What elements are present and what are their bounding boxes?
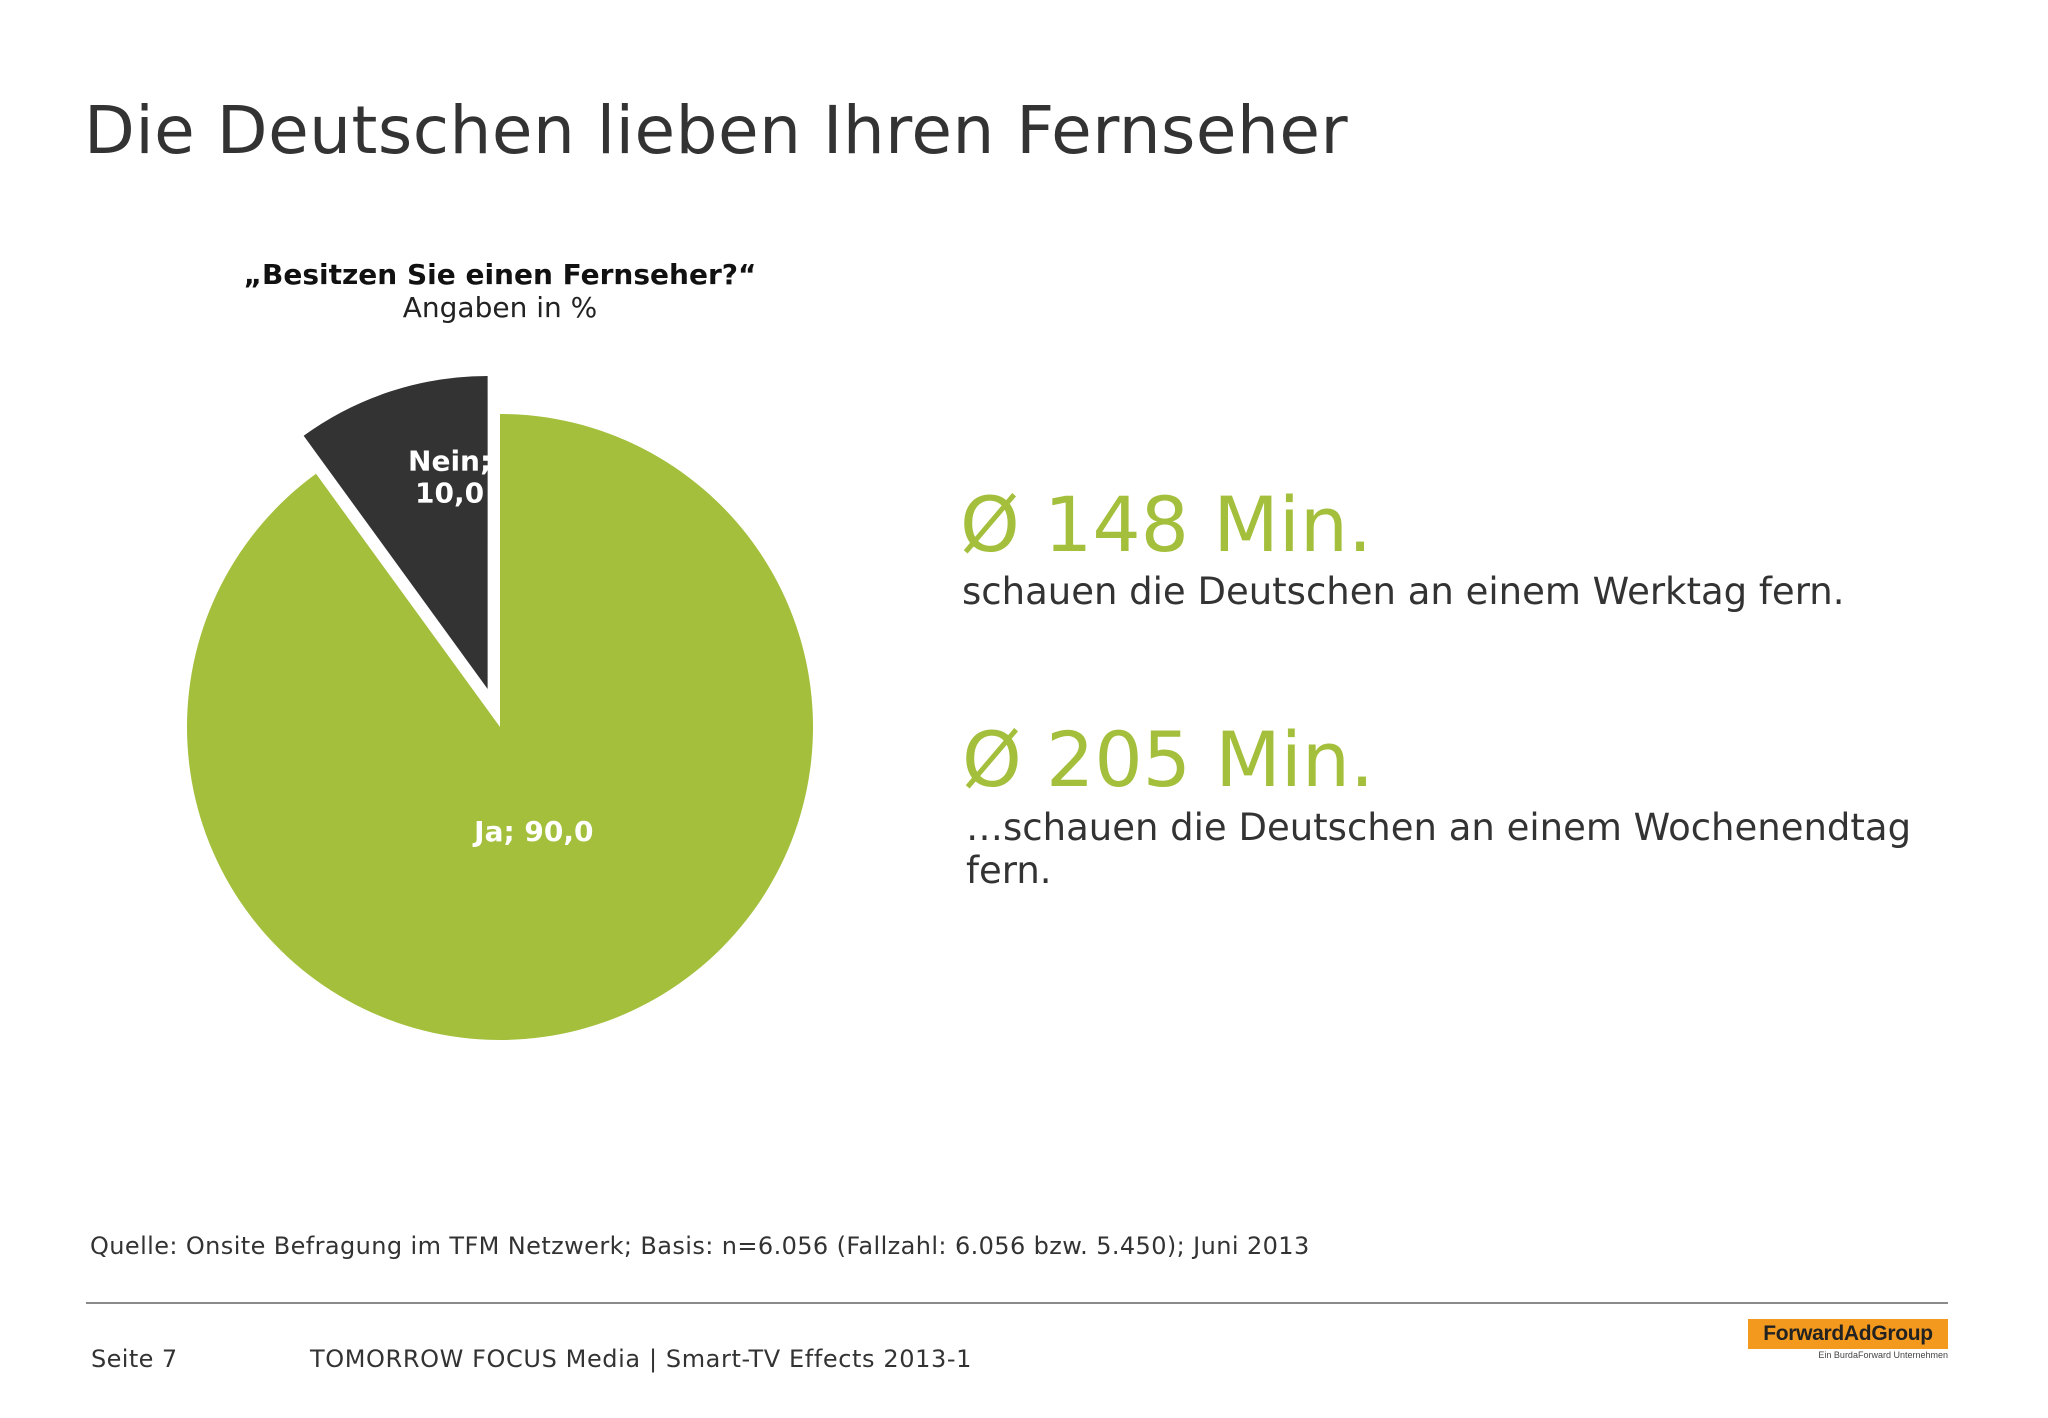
logo-tagline: Ein BurdaForward Unternehmen (1818, 1350, 1948, 1360)
footer-text: TOMORROW FOCUS Media | Smart-TV Effects … (310, 1345, 972, 1373)
page-number: Seite 7 (91, 1345, 178, 1373)
pie-chart: Ja; 90,0 Nein; 10,0 (186, 375, 813, 1041)
stat-weekday-text: schauen die Deutschen an einem Werktag f… (962, 570, 1845, 613)
pie-slice-nein (303, 375, 488, 689)
logo-wordmark: ForwardAdGroup (1748, 1319, 1948, 1349)
source-note: Quelle: Onsite Befragung im TFM Netzwerk… (90, 1232, 1310, 1260)
stat-weekday-value: Ø 148 Min. (960, 480, 1373, 569)
pie-label-ja: Ja; 90,0 (472, 815, 593, 848)
pie-label-nein-value: 10,0 (415, 476, 484, 509)
stat-weekend-value: Ø 205 Min. (962, 715, 1375, 804)
chart-subtitle: Angaben in % (402, 291, 598, 324)
slide-title: Die Deutschen lieben Ihren Fernseher (84, 92, 1349, 169)
footer-divider (86, 1302, 1948, 1304)
pie-slice-ja (186, 414, 813, 1041)
pie-label-nein-name: Nein; (408, 444, 491, 477)
stat-weekend-text: …schauen die Deutschen an einem Wochenen… (966, 806, 1912, 892)
forwardadgroup-logo: ForwardAdGroup Ein BurdaForward Unterneh… (1748, 1319, 1948, 1360)
chart-title: „Besitzen Sie einen Fernseher?“ (243, 258, 757, 291)
